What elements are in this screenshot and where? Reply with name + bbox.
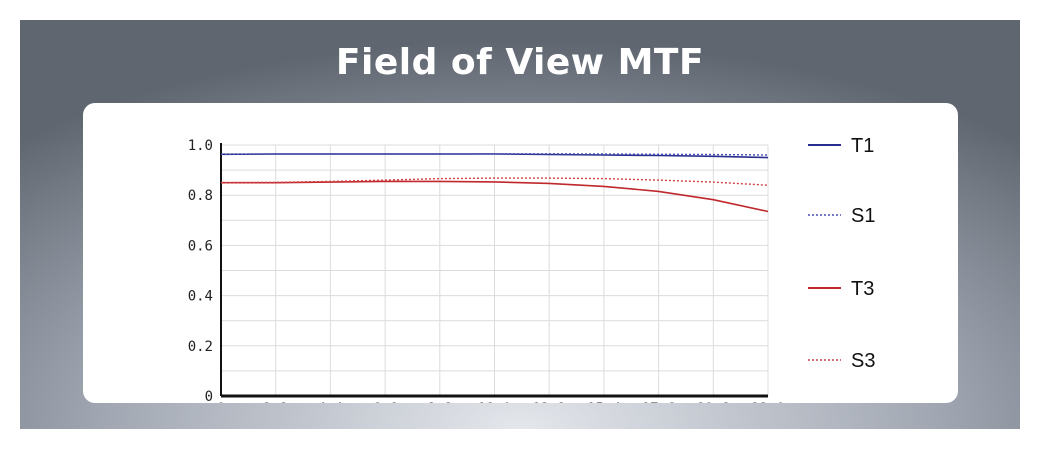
y-tick-label: 0.2 — [188, 339, 213, 355]
x-tick-label: 13.2 — [532, 401, 566, 403]
y-tick-label: 0 — [205, 389, 213, 403]
y-tick-label: 1.0 — [188, 138, 213, 154]
legend-label-t1: T1 — [851, 135, 874, 157]
y-tick-label: 0.6 — [188, 238, 213, 254]
series-lines — [220, 153, 769, 213]
legend-label-t3: T3 — [851, 278, 874, 300]
legend: T1 S1 T3 S3 — [808, 135, 875, 372]
x-tick-label: 8.8 — [427, 401, 452, 403]
series-line-s1 — [220, 153, 769, 156]
axes: 0 0.2 0.4 0.6 0.8 1.0 0 2.2 4.4 6.6 8.8 11.0 13.2 15.… — [188, 138, 785, 403]
x-tick-label: 22.0 — [751, 401, 785, 403]
y-tick-label: 0.8 — [188, 188, 213, 204]
series-line-t3 — [221, 180, 769, 213]
x-tick-label: 17.6 — [642, 401, 676, 403]
chart-card: 0 0.2 0.4 0.6 0.8 1.0 0 2.2 4.4 6.6 8.8 11.0 13.2 15.… — [83, 103, 958, 403]
chart-title: Field of View MTF — [335, 42, 705, 83]
mtf-line-chart: 0 0.2 0.4 0.6 0.8 1.0 0 2.2 4.4 6.6 8.8 11.0 13.2 15.… — [188, 135, 876, 403]
legend-label-s3: S3 — [851, 350, 875, 372]
x-tick-label: 19.8 — [696, 401, 730, 403]
chart-banner: Field of View MTF 0 0.2 0.4 0.6 0.8 1.0 0 2.2 4.… — [20, 20, 1020, 429]
y-tick-label: 0.4 — [188, 289, 213, 305]
series-line-s3 — [220, 177, 769, 186]
x-tick-label: 6.6 — [372, 401, 397, 403]
x-tick-label: 11.0 — [478, 401, 512, 403]
x-tick-label: 4.4 — [318, 401, 343, 403]
x-tick-label: 0 — [217, 401, 225, 403]
x-tick-label: 15.4 — [587, 401, 621, 403]
x-tick-label: 2.2 — [263, 401, 288, 403]
legend-label-s1: S1 — [851, 205, 875, 227]
